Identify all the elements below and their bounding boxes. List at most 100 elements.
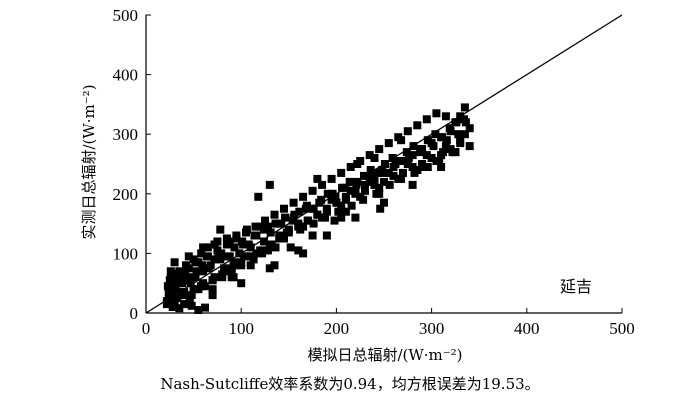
data-point (197, 282, 206, 291)
data-point (191, 258, 200, 267)
y-axis-title: 实测日总辐射/(W·m⁻²) (80, 84, 98, 239)
data-point (225, 237, 234, 246)
data-point (451, 148, 460, 157)
scatter-chart: 0 100 200 300 400 500 0 100 200 300 400 500 延吉 模拟日总… (80, 6, 635, 364)
data-point (322, 231, 331, 240)
data-point (318, 180, 327, 189)
data-point (408, 180, 417, 189)
data-point (384, 139, 393, 148)
y-tick-label: 200 (113, 185, 139, 204)
data-point (189, 285, 198, 294)
y-tick-label: 100 (113, 244, 139, 263)
data-point (337, 213, 346, 222)
data-point (168, 303, 177, 311)
data-point (230, 243, 239, 252)
data-point (352, 180, 361, 189)
data-point (399, 168, 407, 177)
data-point (432, 109, 441, 118)
data-point (227, 273, 236, 282)
data-point (208, 291, 217, 300)
x-axis-title: 模拟日总辐射/(W·m⁻²) (307, 346, 462, 364)
data-point (162, 300, 171, 309)
data-point (365, 151, 374, 160)
data-point (408, 163, 417, 171)
data-point (439, 148, 447, 157)
data-point (282, 228, 291, 237)
data-point (218, 273, 227, 282)
data-point (351, 186, 360, 195)
data-point (232, 234, 241, 243)
data-point (217, 249, 226, 258)
data-point (322, 204, 331, 213)
data-point (172, 270, 181, 279)
data-point (265, 264, 274, 273)
x-tick-label: 300 (419, 319, 445, 338)
data-point (380, 198, 388, 207)
data-point (303, 216, 312, 225)
data-point (346, 186, 355, 195)
data-point (460, 103, 469, 112)
data-point (366, 171, 375, 180)
data-point (302, 201, 311, 210)
data-point (280, 204, 288, 213)
data-point (308, 186, 317, 195)
data-point (237, 258, 246, 267)
data-point (204, 264, 213, 273)
caption: Nash-Sutcliffe效率系数为0.94，均方根误差为19.53。 (160, 375, 540, 393)
data-point (244, 252, 253, 261)
data-point (445, 124, 454, 133)
data-point (351, 213, 360, 222)
data-point (194, 306, 203, 314)
data-point (235, 249, 244, 258)
data-point (465, 142, 474, 151)
data-point (454, 130, 463, 139)
data-point (192, 267, 201, 276)
data-point (422, 151, 431, 160)
data-point (208, 285, 217, 294)
data-point (422, 115, 431, 124)
data-point (389, 171, 398, 180)
data-point (240, 252, 249, 261)
data-point (237, 279, 246, 288)
data-point (289, 198, 298, 207)
data-point (380, 177, 388, 186)
x-tick-label: 0 (142, 319, 151, 338)
data-point (331, 192, 340, 201)
station-label: 延吉 (560, 277, 592, 296)
data-point (170, 258, 179, 267)
data-point (337, 201, 346, 210)
data-point (397, 174, 406, 183)
data-point (223, 252, 232, 261)
data-point (403, 160, 412, 168)
x-tick-label: 100 (228, 319, 254, 338)
data-point (166, 267, 175, 276)
data-point (317, 195, 326, 204)
data-point (309, 219, 318, 228)
data-point (427, 154, 436, 162)
x-tick-label: 200 (324, 319, 350, 338)
data-point (185, 294, 194, 303)
data-point (361, 186, 369, 195)
data-point (170, 297, 179, 306)
data-point (210, 240, 219, 249)
data-point (197, 249, 206, 258)
data-point (397, 136, 406, 145)
data-point (198, 261, 207, 270)
one-to-one-line (145, 14, 623, 314)
data-point (171, 285, 180, 294)
data-point (164, 291, 173, 300)
data-point (246, 261, 255, 270)
data-point (275, 234, 284, 243)
data-point (270, 261, 279, 270)
data-point (265, 240, 274, 249)
data-point (251, 222, 260, 231)
y-tick-label: 400 (113, 66, 139, 85)
data-point (308, 231, 317, 240)
data-point (191, 273, 200, 282)
data-point (375, 183, 384, 192)
y-tick-label: 300 (113, 125, 139, 144)
data-point (202, 252, 211, 261)
data-point (167, 279, 176, 288)
data-point (180, 300, 189, 309)
data-point (374, 168, 383, 177)
